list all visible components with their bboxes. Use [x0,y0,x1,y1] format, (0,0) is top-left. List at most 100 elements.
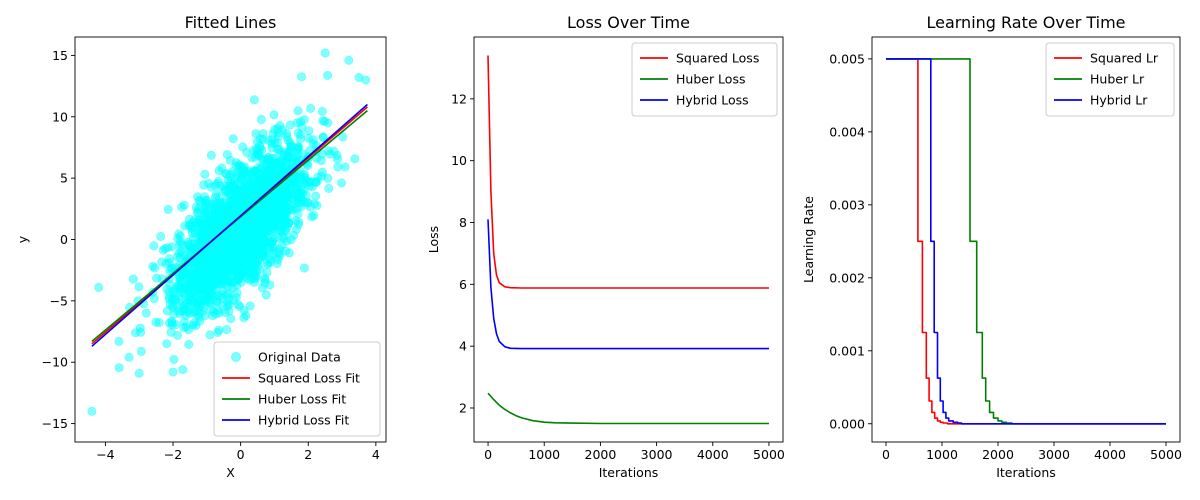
scatter-point [255,143,265,153]
y-tick-label: 0.005 [829,51,865,66]
y-tick-label: 0.002 [829,270,865,285]
scatter-point [211,309,221,319]
scatter-point [294,198,304,208]
chart-panel-3: 0 1000 2000 3000 4000 5000 0.000 0.001 0.002 0.00… [801,13,1182,480]
scatter-point [134,282,144,292]
chart-panel-2: 0 1000 2000 3000 4000 5000 2 4 6 8 10 12 Loss Over T… [426,13,785,480]
x-tick-label: 2 [304,447,312,462]
scatter-point [192,268,202,278]
scatter-point [312,154,322,164]
scatter-point [149,241,159,251]
scatter-point [230,180,240,190]
scatter-point [185,295,195,305]
scatter-point [340,162,350,172]
scatter-point [156,231,166,241]
scatter-point [256,224,266,234]
scatter-point [220,205,230,215]
y-tick-label: −5 [50,293,68,308]
scatter-point [212,223,222,233]
scatter-point [252,190,262,200]
scatter-point [282,213,292,223]
scatter-point [249,95,259,105]
scatter-point [284,152,294,162]
series-line-hybrid-lr [886,58,1166,425]
series-line-huber-lr [886,58,1166,425]
scatter-point [344,55,354,65]
scatter-point [202,195,212,205]
series-line-hybrid-loss-fit [91,103,368,347]
scatter-point [196,254,206,264]
axes-frame [473,36,784,443]
legend-label: Huber Lr [1090,72,1145,87]
scatter-point [269,110,279,120]
x-tick-label: 0 [882,447,890,462]
legend-label: Squared Loss Fit [258,371,360,386]
scatter-point [293,144,303,154]
x-tick-label: 3000 [1038,447,1070,462]
legend: Squared Loss Huber Loss Hybrid Loss [631,42,778,117]
scatter-point [239,184,249,194]
scatter-point [214,166,224,176]
scatter-point [240,167,250,177]
scatter-point [320,48,330,58]
y-tick-label: 10 [52,109,68,124]
scatter-point [167,320,177,330]
scatter-point [273,164,283,174]
x-tick-label: 1000 [926,447,958,462]
scatter-point [174,306,184,316]
y-axis-label: Learning Rate [801,196,816,283]
scatter-point [168,367,178,377]
scatter-point [223,281,233,291]
scatter-point [211,200,221,210]
scatter-point [181,322,191,332]
scatter-point [310,199,320,209]
x-axis-label: X [226,465,235,480]
scatter-point [128,274,138,284]
scatter-point [141,308,151,318]
series-line-huber-loss [487,392,769,425]
scatter-point [205,216,215,226]
scatter-point [114,363,124,373]
x-axis-label: Iterations [599,465,659,480]
scatter-point [178,365,188,375]
scatter-point [277,240,287,250]
scatter-point [214,263,224,273]
scatter-point [195,239,205,249]
scatter-point [192,207,202,217]
scatter-point [164,254,174,264]
scatter-point [226,190,236,200]
scatter-point [259,273,269,283]
scatter-point [324,183,334,193]
scatter-point [214,251,224,261]
scatter-point [207,288,217,298]
x-tick-label: 1000 [528,447,560,462]
chart-title: Loss Over Time [567,13,690,32]
x-tick-label: 5000 [1150,447,1182,462]
scatter-point [304,126,314,136]
scatter-point [216,237,226,247]
scatter-point [250,242,260,252]
plot-area [87,48,371,416]
scatter-point [228,134,238,144]
scatter-point [177,202,187,212]
scatter-point [175,240,185,250]
scatter-point [195,316,205,326]
scatter-point [231,158,241,168]
scatter-point [233,202,243,212]
y-tick-label: 0.000 [829,416,865,431]
scatter-point [275,226,285,236]
scatter-point [247,265,257,275]
legend-box [213,341,381,437]
legend-label: Squared Loss [676,51,759,66]
y-tick-label: 2 [459,400,467,415]
scatter-point [274,145,284,155]
scatter-point [186,288,196,298]
scatter-point [184,261,194,271]
scatter-point [255,232,265,242]
scatter-point [258,251,268,261]
scatter-point [285,138,295,148]
scatter-point [195,277,205,287]
x-tick-label: 4000 [697,447,729,462]
scatter-point [297,72,307,82]
